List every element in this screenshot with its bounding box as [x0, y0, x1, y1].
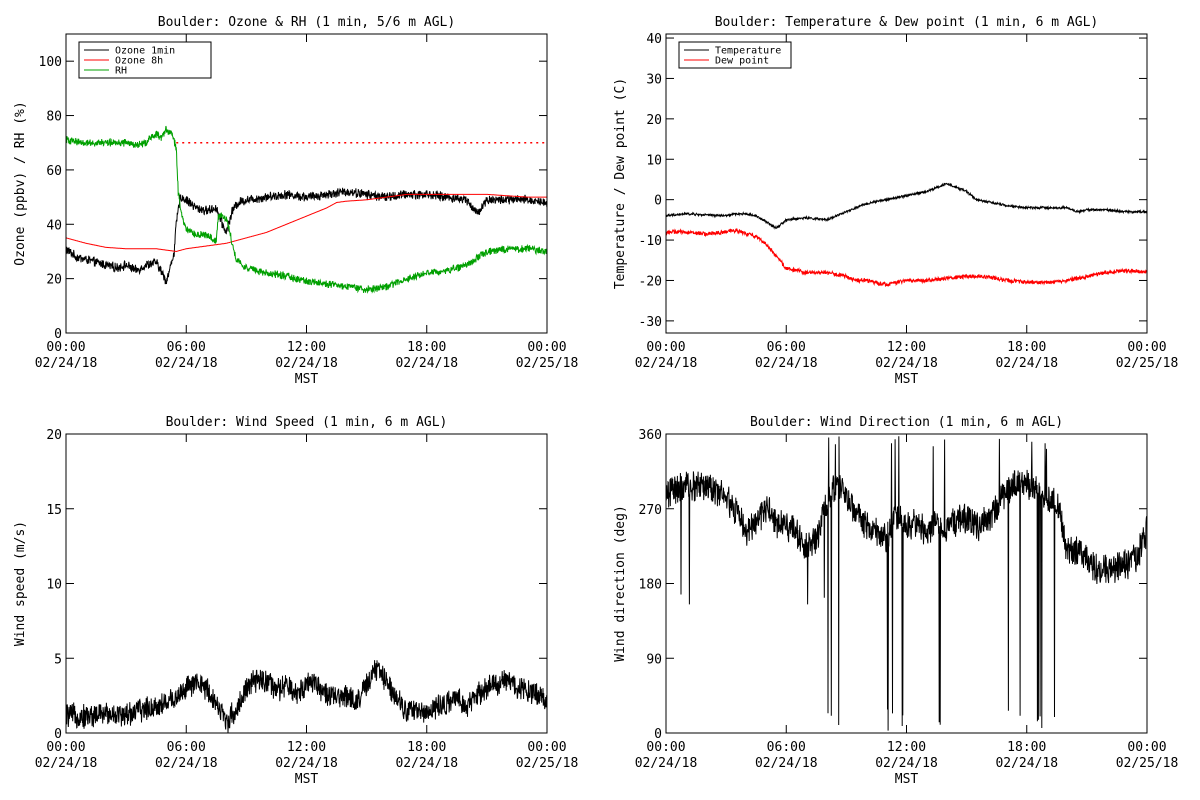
legend-label-ozone-8h: Ozone 8h	[115, 56, 163, 67]
x-tick-time-label: 06:00	[167, 740, 206, 755]
y-tick-label: 360	[639, 428, 662, 443]
x-tick-time-label: 00:00	[646, 740, 685, 755]
y-tick-label: 0	[654, 727, 662, 742]
x-tick-time-label: 06:00	[767, 740, 806, 755]
series-line-ozone-8h	[66, 193, 547, 253]
chart-wind-speed: Boulder: Wind Speed (1 min, 6 m AGL) 0 5 10…	[13, 415, 578, 787]
x-tick-date-label: 02/24/18	[275, 356, 338, 371]
chart-title: Boulder: Wind Direction (1 min, 6 m AGL)	[750, 415, 1063, 430]
x-tick-time-label: 12:00	[287, 740, 326, 755]
y-tick-label: 20	[46, 273, 62, 288]
y-tick-label: 40	[646, 32, 662, 47]
y-axis-label: Temperature / Dew point (C)	[613, 78, 628, 289]
x-tick-time-label: 18:00	[1007, 740, 1046, 755]
y-axis-label: Wind speed (m/s)	[13, 521, 28, 646]
y-tick-label: 20	[646, 113, 662, 128]
y-tick-label: 0	[654, 194, 662, 209]
y-tick-label: 40	[46, 218, 62, 233]
y-tick-label: -10	[639, 234, 662, 249]
legend-label-ozone-1min: Ozone 1min	[115, 46, 175, 57]
x-tick-date-label: 02/24/18	[875, 756, 938, 771]
y-tick-label: 20	[46, 428, 62, 443]
x-tick-time-label: 18:00	[1007, 340, 1046, 355]
y-axis-label: Ozone (ppbv) / RH (%)	[13, 101, 28, 265]
x-tick-date-label: 02/25/18	[516, 356, 579, 371]
y-tick-label: 180	[639, 578, 662, 593]
x-tick-date-label: 02/24/18	[35, 756, 98, 771]
x-tick-date-label: 02/24/18	[395, 756, 458, 771]
chart-wind-direction: Boulder: Wind Direction (1 min, 6 m AGL)…	[613, 415, 1178, 787]
x-tick-date-label: 02/24/18	[395, 356, 458, 371]
x-tick-date-label: 02/24/18	[995, 356, 1058, 371]
x-axis-label: MST	[295, 372, 319, 387]
x-tick-time-label: 12:00	[887, 340, 926, 355]
x-tick-date-label: 02/24/18	[875, 356, 938, 371]
series-line-rh	[66, 125, 547, 294]
y-tick-label: -20	[639, 274, 662, 289]
y-tick-label: -30	[639, 315, 662, 330]
x-axis-label: MST	[295, 772, 319, 787]
x-tick-date-label: 02/24/18	[155, 356, 218, 371]
series-line-dew-point	[666, 227, 1147, 287]
y-tick-label: 90	[646, 652, 662, 667]
plot-frame	[65, 433, 548, 734]
x-tick-date-label: 02/25/18	[1116, 356, 1179, 371]
legend-box	[678, 41, 792, 69]
chart-title: Boulder: Temperature & Dew point (1 min,…	[715, 15, 1099, 30]
x-tick-time-label: 00:00	[527, 740, 566, 755]
x-tick-time-label: 06:00	[767, 340, 806, 355]
x-tick-date-label: 02/24/18	[35, 356, 98, 371]
y-tick-label: 100	[39, 55, 62, 70]
legend-label-temperature: Temperature	[715, 46, 781, 57]
series-line-data	[66, 660, 547, 733]
y-tick-label: 270	[639, 503, 662, 518]
chart-ozone-rh: Boulder: Ozone & RH (1 min, 5/6 m AGL)02…	[13, 15, 578, 387]
y-tick-label: 30	[646, 72, 662, 87]
x-axis-label: MST	[895, 372, 919, 387]
y-tick-label: 80	[46, 110, 62, 125]
x-tick-date-label: 02/24/18	[275, 756, 338, 771]
y-tick-label: 0	[54, 327, 62, 342]
x-tick-time-label: 12:00	[887, 740, 926, 755]
series-line-data	[666, 436, 1147, 731]
y-tick-label: 10	[46, 578, 62, 593]
plot-frame	[665, 33, 1148, 334]
x-tick-time-label: 18:00	[407, 740, 446, 755]
x-tick-time-label: 00:00	[646, 340, 685, 355]
x-tick-date-label: 02/25/18	[1116, 756, 1179, 771]
x-tick-date-label: 02/24/18	[635, 356, 698, 371]
y-tick-label: 60	[46, 164, 62, 179]
x-tick-date-label: 02/25/18	[516, 756, 579, 771]
x-tick-time-label: 00:00	[1127, 740, 1166, 755]
series-line-ozone-1min	[66, 187, 547, 285]
x-tick-date-label: 02/24/18	[755, 756, 818, 771]
plot-frame	[665, 433, 1148, 734]
x-tick-date-label: 02/24/18	[155, 756, 218, 771]
x-tick-time-label: 06:00	[167, 340, 206, 355]
x-tick-time-label: 18:00	[407, 340, 446, 355]
x-tick-time-label: 12:00	[287, 340, 326, 355]
y-axis-label: Wind direction (deg)	[613, 505, 628, 662]
x-tick-time-label: 00:00	[1127, 340, 1166, 355]
x-tick-time-label: 00:00	[527, 340, 566, 355]
chart-temp-dew: Boulder: Temperature & Dew point (1 min,…	[613, 15, 1178, 387]
x-tick-date-label: 02/24/18	[635, 756, 698, 771]
x-axis-label: MST	[895, 772, 919, 787]
chart-title: Boulder: Ozone & RH (1 min, 5/6 m AGL)	[158, 15, 455, 30]
series-line-temperature	[666, 182, 1147, 230]
x-tick-date-label: 02/24/18	[755, 356, 818, 371]
legend-label-dew-point: Dew point	[715, 56, 769, 67]
x-tick-time-label: 00:00	[46, 340, 85, 355]
y-tick-label: 15	[46, 503, 62, 518]
x-tick-time-label: 00:00	[46, 740, 85, 755]
plot-frame	[65, 33, 548, 334]
y-tick-label: 0	[54, 727, 62, 742]
y-tick-label: 10	[646, 153, 662, 168]
x-tick-date-label: 02/24/18	[995, 756, 1058, 771]
legend-label-rh: RH	[115, 66, 127, 77]
chart-title: Boulder: Wind Speed (1 min, 6 m AGL)	[166, 415, 448, 430]
y-tick-label: 5	[54, 652, 62, 667]
